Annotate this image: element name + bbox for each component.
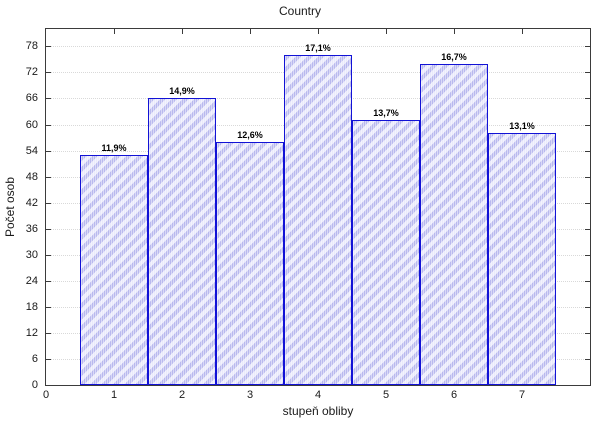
x-tick-label: 2	[178, 389, 186, 401]
y-tick-label: 12	[25, 326, 38, 339]
gridline	[46, 46, 590, 48]
y-tick-mark-left	[46, 176, 51, 178]
y-tick-mark-right	[585, 98, 590, 100]
bar-percent-label: 13,7%	[373, 108, 399, 119]
histogram-bar	[352, 120, 420, 385]
x-tick-label: 5	[382, 389, 390, 401]
x-tick-label: 1	[110, 389, 118, 401]
bar-percent-label: 12,6%	[237, 129, 263, 140]
y-tick-mark-left	[46, 46, 51, 48]
y-tick-label: 48	[25, 170, 38, 183]
x-tick-mark-top	[250, 29, 251, 34]
y-tick-mark-right	[585, 358, 590, 360]
y-tick-mark-left	[46, 124, 51, 126]
bar-percent-label: 13,1%	[509, 121, 535, 132]
y-tick-label: 18	[25, 300, 38, 313]
y-tick-mark-left	[46, 332, 51, 334]
histogram-bar	[488, 133, 556, 385]
histogram-bar	[216, 141, 284, 385]
y-tick-mark-right	[585, 72, 590, 74]
y-tick-mark-left	[46, 254, 51, 256]
x-tick-label: 6	[450, 389, 458, 401]
chart-title: Country	[278, 4, 322, 18]
y-tick-mark-left	[46, 98, 51, 100]
x-axis-title: stupeň obliby	[282, 404, 354, 418]
y-tick-mark-right	[585, 176, 590, 178]
histogram-bar	[148, 98, 216, 385]
y-tick-label: 66	[25, 92, 38, 105]
y-tick-mark-left	[46, 202, 51, 204]
y-tick-mark-right	[585, 254, 590, 256]
x-tick-label: 0	[42, 389, 50, 401]
y-tick-label: 72	[25, 66, 38, 79]
x-tick-mark-top	[522, 29, 523, 34]
x-tick-mark-top	[454, 29, 455, 34]
y-tick-mark-left	[46, 228, 51, 230]
y-tick-label: 0	[31, 379, 38, 391]
y-tick-mark-right	[585, 150, 590, 152]
y-tick-mark-left	[46, 280, 51, 282]
y-tick-mark-right	[585, 228, 590, 230]
y-tick-label: 60	[25, 118, 38, 131]
y-tick-label: 36	[25, 222, 38, 235]
y-tick-mark-right	[585, 306, 590, 308]
bar-percent-label: 16,7%	[441, 51, 467, 62]
histogram-bar	[420, 63, 488, 385]
y-tick-mark-left	[46, 358, 51, 360]
y-tick-mark-right	[585, 280, 590, 282]
x-tick-label: 3	[246, 389, 254, 401]
y-tick-label: 54	[25, 144, 38, 157]
bar-percent-label: 11,9%	[101, 142, 127, 153]
y-tick-mark-right	[585, 124, 590, 126]
y-tick-mark-right	[585, 202, 590, 204]
x-tick-label: 4	[314, 389, 322, 401]
x-tick-label: 7	[518, 389, 526, 401]
histogram-bar	[80, 154, 148, 385]
x-tick-mark-top	[318, 29, 319, 34]
y-tick-label: 6	[31, 352, 38, 365]
plot-area: 11,9% 14,9% 12,6% 17,1% 13,7% 16,7% 13,1%	[45, 28, 591, 386]
y-tick-label: 24	[25, 274, 38, 287]
y-tick-mark-right	[585, 46, 590, 48]
x-tick-mark-top	[386, 29, 387, 34]
y-tick-mark-left	[46, 72, 51, 74]
y-tick-label: 78	[25, 40, 38, 53]
x-tick-mark-top	[114, 29, 115, 34]
bar-percent-label: 14,9%	[169, 86, 195, 97]
y-tick-mark-left	[46, 306, 51, 308]
y-tick-mark-left	[46, 150, 51, 152]
histogram-bar	[284, 55, 352, 385]
bar-percent-label: 17,1%	[305, 43, 331, 54]
y-tick-mark-right	[585, 332, 590, 334]
y-tick-label: 30	[25, 248, 38, 261]
y-tick-label: 42	[25, 196, 38, 209]
x-tick-mark-top	[182, 29, 183, 34]
